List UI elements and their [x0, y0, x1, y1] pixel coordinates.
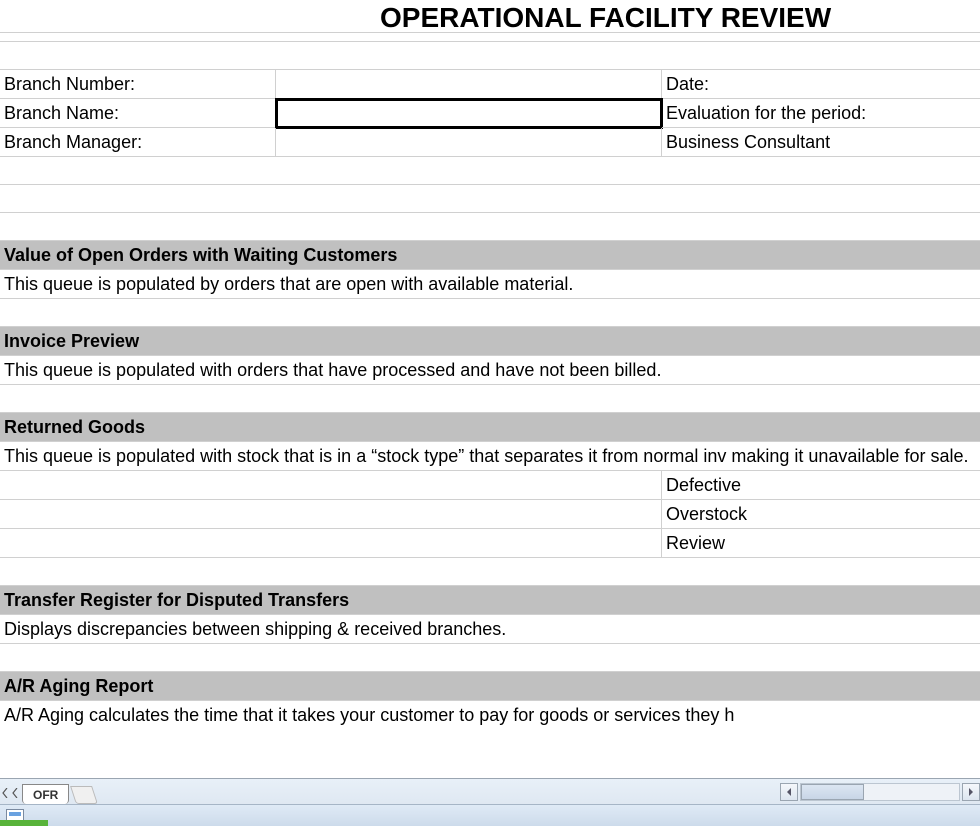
tab-nav-prev[interactable]: [10, 782, 20, 804]
section-returned-goods-header: Returned Goods: [0, 413, 980, 442]
input-branch-manager[interactable]: [276, 128, 662, 157]
input-branch-name[interactable]: [276, 99, 662, 128]
section-ar-aging-header: A/R Aging Report: [0, 672, 980, 701]
label-branch-number: Branch Number:: [0, 70, 276, 99]
section-returned-goods-desc: This queue is populated with stock that …: [0, 442, 980, 471]
label-business-consultant: Business Consultant: [662, 128, 980, 157]
worksheet: OPERATIONAL FACILITY REVIEW Branch Numbe…: [0, 0, 980, 729]
section-transfer-register-title: Transfer Register for Disputed Transfers: [0, 586, 980, 615]
section-invoice-preview-desc-row: This queue is populated with orders that…: [0, 356, 980, 385]
label-date: Date:: [662, 70, 980, 99]
page-title: OPERATIONAL FACILITY REVIEW: [0, 4, 980, 33]
taskbar-strip: [0, 820, 48, 826]
scroll-left-button[interactable]: [780, 783, 798, 801]
section-open-orders-desc: This queue is populated by orders that a…: [0, 270, 980, 299]
input-branch-number[interactable]: [276, 70, 662, 99]
row-stock-review: Review: [0, 529, 980, 558]
row-branch-manager: Branch Manager: Business Consultant: [0, 128, 980, 157]
scroll-thumb[interactable]: [801, 784, 864, 800]
stock-type-defective: Defective: [662, 471, 980, 500]
tab-ofr[interactable]: OFR: [22, 784, 69, 804]
tab-nav-first[interactable]: [0, 782, 10, 804]
horizontal-scrollbar[interactable]: [780, 778, 980, 804]
section-returned-goods-desc-row: This queue is populated with stock that …: [0, 442, 980, 471]
label-branch-name: Branch Name:: [0, 99, 276, 128]
new-sheet-button[interactable]: [70, 786, 98, 804]
section-invoice-preview-header: Invoice Preview: [0, 327, 980, 356]
row-branch-name: Branch Name: Evaluation for the period:: [0, 99, 980, 128]
section-transfer-register-desc: Displays discrepancies between shipping …: [0, 615, 980, 644]
row-stock-defective: Defective: [0, 471, 980, 500]
section-ar-aging-desc-row: A/R Aging calculates the time that it ta…: [0, 701, 980, 729]
scroll-track[interactable]: [800, 783, 960, 801]
section-ar-aging-title: A/R Aging Report: [0, 672, 980, 701]
row-branch-number: Branch Number: Date:: [0, 70, 980, 99]
section-open-orders-title: Value of Open Orders with Waiting Custom…: [0, 241, 980, 270]
scroll-right-button[interactable]: [962, 783, 980, 801]
section-invoice-preview-desc: This queue is populated with orders that…: [0, 356, 980, 385]
label-evaluation-period: Evaluation for the period:: [662, 99, 980, 128]
blank-row: [0, 42, 980, 70]
section-open-orders-header: Value of Open Orders with Waiting Custom…: [0, 241, 980, 270]
section-invoice-preview-title: Invoice Preview: [0, 327, 980, 356]
stock-type-overstock: Overstock: [662, 500, 980, 529]
title-row: OPERATIONAL FACILITY REVIEW: [0, 0, 980, 42]
section-transfer-register-desc-row: Displays discrepancies between shipping …: [0, 615, 980, 644]
label-branch-manager: Branch Manager:: [0, 128, 276, 157]
section-ar-aging-desc: A/R Aging calculates the time that it ta…: [0, 701, 980, 729]
row-stock-overstock: Overstock: [0, 500, 980, 529]
section-transfer-register-header: Transfer Register for Disputed Transfers: [0, 586, 980, 615]
status-bar: [0, 804, 980, 826]
section-open-orders-desc-row: This queue is populated by orders that a…: [0, 270, 980, 299]
section-returned-goods-title: Returned Goods: [0, 413, 980, 442]
stock-type-review: Review: [662, 529, 980, 558]
